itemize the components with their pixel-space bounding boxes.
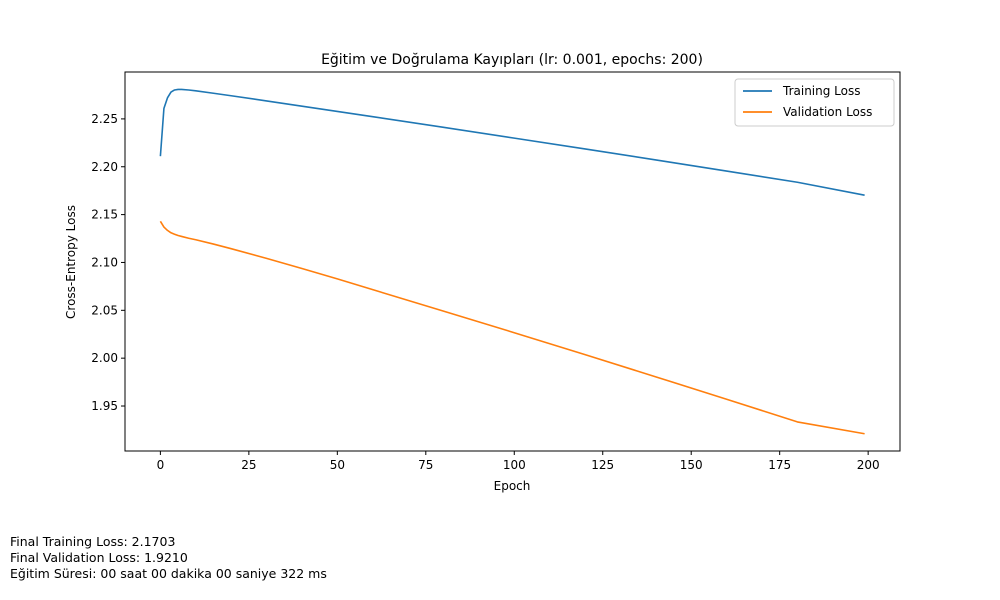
final-training-loss: Final Training Loss: 2.1703 — [10, 534, 176, 549]
legend-box — [734, 78, 895, 127]
x-tick-label: 100 — [503, 458, 526, 472]
y-axis-label: Cross-Entropy Loss — [64, 205, 78, 319]
x-tick-label: 0 — [157, 458, 165, 472]
validation-loss-line — [159, 220, 865, 435]
legend-training-label: Training Loss — [782, 84, 860, 98]
x-axis: 0 25 50 75 100 125 150 175 200 — [157, 451, 880, 472]
training-duration: Eğitim Süresi: 00 saat 00 dakika 00 sani… — [10, 566, 327, 581]
y-tick-label: 2.25 — [91, 112, 118, 126]
y-tick-label: 1.95 — [91, 399, 118, 413]
x-tick-label: 75 — [418, 458, 433, 472]
x-tick-label: 125 — [591, 458, 614, 472]
x-tick-label: 175 — [768, 458, 791, 472]
final-validation-loss: Final Validation Loss: 1.9210 — [10, 550, 188, 565]
x-tick-label: 150 — [680, 458, 703, 472]
plot-area — [159, 88, 865, 435]
legend-validation-label: Validation Loss — [783, 105, 872, 119]
x-axis-label: Epoch — [494, 479, 531, 493]
x-tick-label: 200 — [857, 458, 880, 472]
y-tick-label: 2.20 — [91, 160, 118, 174]
x-tick-label: 25 — [241, 458, 256, 472]
y-tick-label: 2.15 — [91, 208, 118, 222]
legend: Training Loss Validation Loss — [734, 78, 895, 127]
x-tick-label: 50 — [330, 458, 345, 472]
chart-title: Eğitim ve Doğrulama Kayıpları (lr: 0.001… — [321, 52, 703, 68]
y-tick-label: 2.00 — [91, 351, 118, 365]
y-axis: 1.95 2.00 2.05 2.10 2.15 2.20 2.25 — [91, 112, 125, 413]
y-tick-label: 2.05 — [91, 303, 118, 317]
plot-frame — [124, 71, 901, 452]
training-loss-line — [159, 88, 865, 196]
training-summary: Final Training Loss: 2.1703 Final Valida… — [10, 534, 327, 582]
y-tick-label: 2.10 — [91, 255, 118, 269]
